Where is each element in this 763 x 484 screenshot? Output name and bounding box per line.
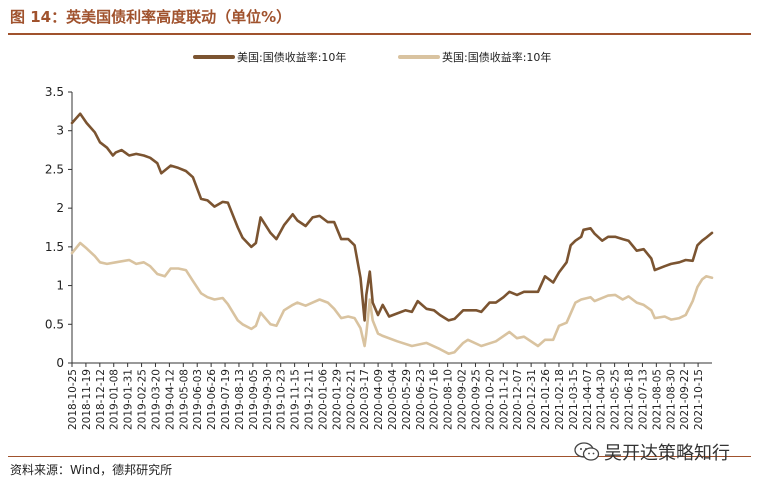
x-tick-label: 2021-08-30 (665, 369, 677, 430)
x-tick-label: 2020-11-12 (498, 369, 510, 430)
x-tick-label: 2020-05-04 (387, 369, 399, 430)
x-tick-label: 2019-09-05 (248, 369, 260, 430)
x-tick-label: 2020-02-21 (345, 369, 357, 430)
y-tick-label: 3 (56, 124, 64, 138)
y-tick-label: 0.5 (45, 317, 64, 331)
x-tick-label: 2019-06-03 (192, 369, 204, 430)
x-tick-label: 2020-03-17 (359, 369, 371, 430)
x-tick-label: 2020-05-29 (401, 369, 413, 430)
watermark: 吴开达策略知行 (574, 440, 730, 464)
x-tick-label: 2019-02-25 (137, 369, 149, 430)
x-tick-label: 2018-12-12 (95, 369, 107, 430)
y-tick-label: 1 (56, 279, 64, 293)
x-tick-label: 2019-05-08 (178, 369, 190, 430)
y-tick-label: 2.5 (45, 162, 64, 176)
source-note: 资料来源：Wind，德邦研究所 (10, 463, 173, 477)
x-tick-label: 2018-11-19 (81, 369, 93, 430)
x-tick-label: 2019-04-12 (164, 369, 176, 430)
x-tick-label: 2019-01-31 (123, 369, 135, 430)
x-tick-label: 2020-09-25 (470, 369, 482, 430)
x-tick-label: 2019-08-13 (234, 369, 246, 430)
legend-label-2: 英国:国债收益率:10年 (442, 50, 551, 64)
series-layer (70, 112, 714, 356)
x-tick-label: 2020-01-29 (331, 369, 343, 430)
y-tick-label: 0 (56, 356, 64, 370)
x-tick-label: 2021-05-25 (610, 369, 622, 430)
chart: 美国:国债收益率:10年 英国:国债收益率:10年 0 0.5 1 1.5 2 2.5 3 3.… (45, 50, 714, 430)
series-line-1 (70, 112, 714, 322)
x-tick-label: 2021-07-13 (637, 369, 649, 430)
series-line-2 (70, 241, 714, 356)
x-tick-label: 2021-10-15 (693, 369, 705, 430)
page-title: 图 14：英美国债利率高度联动（单位%） (10, 8, 292, 26)
x-tick-label: 2020-12-07 (512, 369, 524, 430)
y-tick-label: 3.5 (45, 85, 64, 99)
y-tick-label: 1.5 (45, 240, 64, 254)
x-tick-label: 2019-10-23 (276, 369, 288, 430)
x-tick-label: 2019-07-19 (220, 369, 232, 430)
x-tick-label: 2019-03-20 (150, 369, 162, 430)
x-tick-label: 2021-03-15 (568, 369, 580, 430)
legend-label-1: 美国:国债收益率:10年 (237, 50, 346, 64)
x-tick-label: 2019-09-30 (262, 369, 274, 430)
x-tick-label: 2021-08-05 (651, 369, 663, 430)
x-tick-label: 2021-04-30 (596, 369, 608, 430)
x-tick-label: 2021-04-07 (582, 369, 594, 430)
x-tick-label: 2020-12-31 (526, 369, 538, 430)
y-axis: 0 0.5 1 1.5 2 2.5 3 3.5 (45, 85, 73, 370)
x-tick-label: 2019-01-08 (109, 369, 121, 430)
x-tick-label: 2019-11-15 (290, 369, 302, 430)
legend: 美国:国债收益率:10年 英国:国债收益率:10年 (193, 50, 551, 64)
x-tick-label: 2020-10-20 (484, 369, 496, 430)
x-tick-label: 2019-06-26 (206, 369, 218, 430)
x-tick-label: 2020-07-16 (429, 369, 441, 430)
title-rule (8, 33, 751, 35)
source-rule (8, 456, 751, 457)
x-tick-label: 2021-01-26 (540, 369, 552, 430)
x-tick-label: 2019-12-11 (304, 369, 316, 430)
x-tick-label: 2021-09-22 (679, 369, 691, 430)
x-tick-label: 2020-04-09 (373, 369, 385, 430)
x-tick-label: 2020-08-10 (443, 369, 455, 430)
x-tick-label: 2020-01-06 (317, 369, 329, 430)
x-tick-label: 2018-10-25 (67, 369, 79, 430)
x-tick-label: 2021-06-18 (624, 369, 636, 430)
x-tick-label: 2021-02-18 (554, 369, 566, 430)
x-tick-label: 2020-09-02 (457, 369, 469, 430)
wechat-icon (574, 442, 600, 462)
x-tick-label: 2020-06-23 (415, 369, 427, 430)
x-axis: 2018-10-25 2018-11-19 2018-12-12 2019-01-08… (67, 362, 712, 430)
watermark-text: 吴开达策略知行 (604, 443, 730, 464)
y-tick-label: 2 (56, 201, 64, 215)
